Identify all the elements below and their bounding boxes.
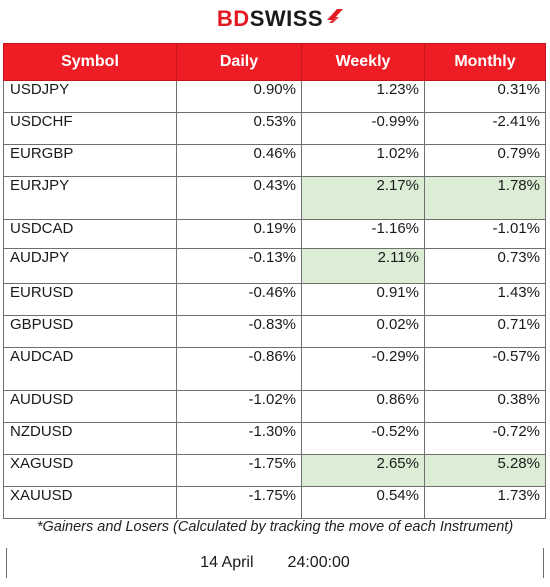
cell-weekly: 1.23% [301,80,425,113]
header-weekly: Weekly [301,43,425,81]
brand-logo: BD SWISS [0,0,550,38]
cell-weekly: -0.52% [301,422,425,455]
cell-weekly-highlighted: 2.65% [301,454,425,487]
cell-symbol: NZDUSD [3,422,177,455]
performance-table: Symbol Daily Weekly Monthly USDJPY 0.90%… [3,43,546,519]
cell-monthly: 0.71% [424,315,546,348]
cell-symbol: GBPUSD [3,315,177,348]
cell-symbol: XAUUSD [3,486,177,519]
table-row: AUDCAD -0.86% -0.29% -0.57% [3,347,546,391]
logo-text-bd: BD [216,6,250,31]
cell-weekly: 0.86% [301,390,425,423]
cell-daily: -0.83% [176,315,302,348]
logo-text-swiss: SWISS [249,6,324,31]
cell-monthly: 0.73% [424,248,546,284]
cell-monthly: 1.73% [424,486,546,519]
cell-monthly-highlighted: 1.78% [424,176,546,220]
cell-daily: -0.13% [176,248,302,284]
cell-monthly: -1.01% [424,219,546,249]
report-date: 14 April [200,554,254,571]
table-row: USDCHF 0.53% -0.99% -2.41% [3,112,546,145]
table-row: EURJPY 0.43% 2.17% 1.78% [3,176,546,220]
cell-daily: 0.53% [176,112,302,145]
cell-weekly: 0.91% [301,283,425,316]
cell-daily: 0.19% [176,219,302,249]
cell-weekly: 0.02% [301,315,425,348]
cell-symbol: USDCHF [3,112,177,145]
cell-symbol: AUDCAD [3,347,177,391]
table-row: XAUUSD -1.75% 0.54% 1.73% [3,486,546,519]
cell-weekly-highlighted: 2.17% [301,176,425,220]
table-row: AUDJPY -0.13% 2.11% 0.73% [3,248,546,284]
timestamp-box: 14 April 24:00:00 [6,548,544,578]
cell-symbol: USDCAD [3,219,177,249]
cell-symbol: AUDUSD [3,390,177,423]
table-row: GBPUSD -0.83% 0.02% 0.71% [3,315,546,348]
cell-symbol: EURGBP [3,144,177,177]
cell-monthly: 0.79% [424,144,546,177]
header-monthly: Monthly [424,43,546,81]
cell-monthly: 0.38% [424,390,546,423]
cell-daily: -1.02% [176,390,302,423]
cell-symbol: AUDJPY [3,248,177,284]
cell-weekly: -0.29% [301,347,425,391]
cell-monthly: 0.31% [424,80,546,113]
cell-daily: -0.86% [176,347,302,391]
cell-daily: 0.43% [176,176,302,220]
cell-symbol: USDJPY [3,80,177,113]
table-row: XAGUSD -1.75% 2.65% 5.28% [3,454,546,487]
cell-symbol: EURUSD [3,283,177,316]
cell-monthly: 1.43% [424,283,546,316]
cell-weekly: 1.02% [301,144,425,177]
cell-symbol: XAGUSD [3,454,177,487]
table-row: EURGBP 0.46% 1.02% 0.79% [3,144,546,177]
cell-monthly: -0.72% [424,422,546,455]
cell-daily: 0.46% [176,144,302,177]
header-daily: Daily [176,43,302,81]
cell-symbol: EURJPY [3,176,177,220]
cell-weekly: 0.54% [301,486,425,519]
cell-daily: -0.46% [176,283,302,316]
cell-monthly-highlighted: 5.28% [424,454,546,487]
cell-weekly: -1.16% [301,219,425,249]
footnote: *Gainers and Losers (Calculated by track… [36,519,514,535]
header-symbol: Symbol [3,43,177,81]
table-row: USDJPY 0.90% 1.23% 0.31% [3,80,546,113]
cell-weekly: -0.99% [301,112,425,145]
logo-mark-icon [327,9,344,23]
report-time: 24:00:00 [287,554,350,571]
cell-daily: -1.75% [176,486,302,519]
cell-daily: -1.30% [176,422,302,455]
cell-monthly: -0.57% [424,347,546,391]
table-row: USDCAD 0.19% -1.16% -1.01% [3,219,546,249]
table-header-row: Symbol Daily Weekly Monthly [3,43,546,81]
table-row: NZDUSD -1.30% -0.52% -0.72% [3,422,546,455]
cell-monthly: -2.41% [424,112,546,145]
table-row: EURUSD -0.46% 0.91% 1.43% [3,283,546,316]
cell-daily: -1.75% [176,454,302,487]
cell-weekly-highlighted: 2.11% [301,248,425,284]
table-row: AUDUSD -1.02% 0.86% 0.38% [3,390,546,423]
cell-daily: 0.90% [176,80,302,113]
